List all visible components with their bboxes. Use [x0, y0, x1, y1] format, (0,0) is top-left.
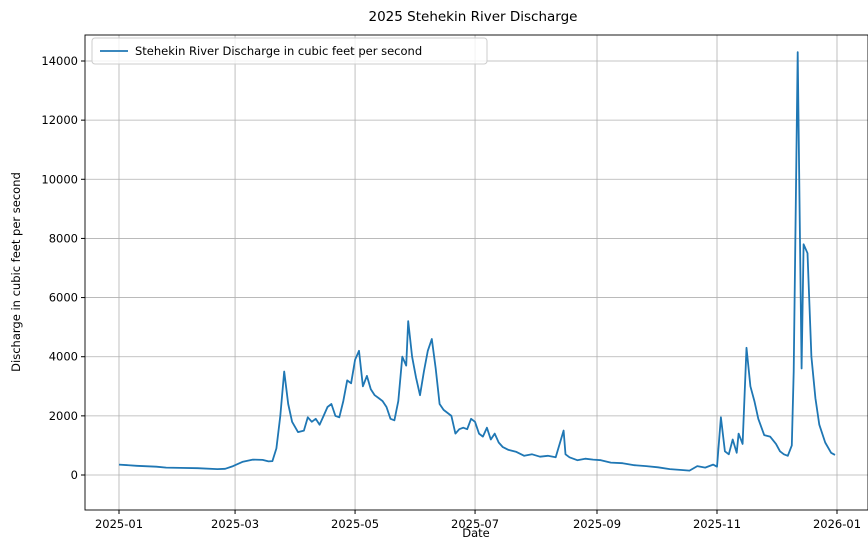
y-tick-label: 2000	[49, 409, 78, 423]
y-tick-label: 0	[71, 468, 78, 482]
legend-label: Stehekin River Discharge in cubic feet p…	[135, 44, 422, 58]
y-axis-label: Discharge in cubic feet per second	[9, 172, 23, 372]
chart-title: 2025 Stehekin River Discharge	[369, 9, 578, 25]
y-tick-label: 10000	[41, 172, 78, 186]
legend-box	[91, 37, 488, 65]
y-tick-label: 14000	[41, 54, 78, 68]
y-tick-label: 6000	[49, 291, 78, 305]
x-tick-label: 2026-01	[813, 517, 861, 531]
x-axis-label: Date	[462, 526, 490, 540]
x-axis-ticks: 2025-01 2025-03 2025-05 2025-07 2025-09 2025-…	[95, 510, 861, 531]
legend: Stehekin River Discharge in cubic feet p…	[91, 37, 488, 65]
x-tick-label: 2025-03	[211, 517, 259, 531]
x-tick-label: 2025-01	[95, 517, 143, 531]
x-tick-label: 2025-07	[451, 517, 499, 531]
series-line	[118, 51, 836, 472]
data-series-line	[118, 51, 836, 472]
y-tick-label: 8000	[49, 231, 78, 245]
y-tick-label: 12000	[41, 113, 78, 127]
y-tick-label: 4000	[49, 350, 78, 364]
x-tick-label: 2025-11	[693, 517, 741, 531]
y-axis-ticks: 0 2000 4000 6000 8000 10000 12000 14000	[41, 54, 85, 482]
x-tick-label: 2025-05	[331, 517, 379, 531]
x-tick-label: 2025-09	[573, 517, 621, 531]
plot-frame	[84, 34, 868, 511]
grid-lines	[85, 35, 868, 510]
